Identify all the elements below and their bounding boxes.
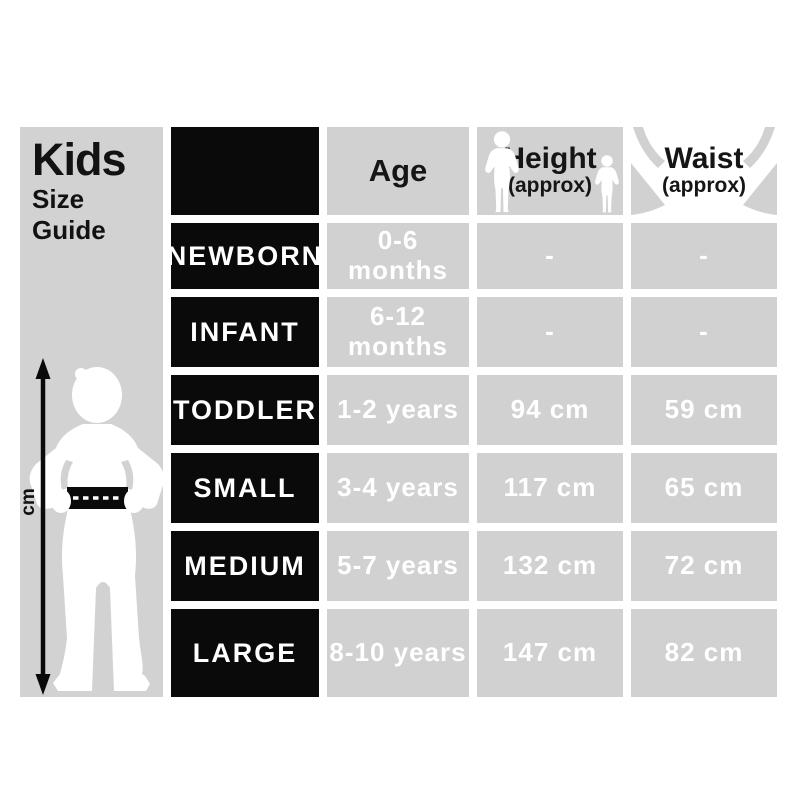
waist-tape-band bbox=[67, 487, 128, 509]
cm-label: cm bbox=[20, 488, 39, 515]
waist-closeup-icon bbox=[631, 127, 777, 215]
waist-cell-newborn: - bbox=[631, 223, 777, 289]
table-corner-cell bbox=[171, 127, 319, 215]
child-with-tape-measure-icon: cm bbox=[20, 358, 163, 695]
size-table: Age Height (approx) bbox=[167, 127, 777, 697]
size-label-small: SMALL bbox=[171, 453, 319, 523]
height-cell-medium: 132 cm bbox=[477, 531, 623, 601]
size-label-medium: MEDIUM bbox=[171, 531, 319, 601]
waist-header-sublabel: (approx) bbox=[662, 174, 746, 198]
waist-header-label: Waist bbox=[664, 142, 744, 176]
age-cell-medium: 5-7 years bbox=[327, 531, 469, 601]
height-header-label: Height bbox=[503, 142, 597, 176]
age-cell-large: 8-10 years bbox=[327, 609, 469, 697]
size-label-toddler: TODDLER bbox=[171, 375, 319, 445]
size-guide-content: Kids Size Guide bbox=[20, 127, 777, 697]
waist-cell-toddler: 59 cm bbox=[631, 375, 777, 445]
waist-cell-small: 65 cm bbox=[631, 453, 777, 523]
height-cell-toddler: 94 cm bbox=[477, 375, 623, 445]
column-header-age: Age bbox=[327, 127, 469, 215]
height-cell-small: 117 cm bbox=[477, 453, 623, 523]
height-header-text: Height (approx) bbox=[503, 142, 597, 198]
waist-cell-large: 82 cm bbox=[631, 609, 777, 697]
left-panel: Kids Size Guide bbox=[20, 127, 163, 697]
measure-arrow-icon bbox=[35, 358, 51, 695]
height-cell-large: 147 cm bbox=[477, 609, 623, 697]
age-cell-small: 3-4 years bbox=[327, 453, 469, 523]
size-label-infant: INFANT bbox=[171, 297, 319, 367]
height-cell-newborn: - bbox=[477, 223, 623, 289]
title-block: Kids Size Guide bbox=[20, 127, 163, 246]
standing-child-icon bbox=[485, 131, 519, 213]
waist-cell-infant: - bbox=[631, 297, 777, 367]
page-subtitle: Size Guide bbox=[32, 184, 106, 245]
size-label-newborn: NEWBORN bbox=[167, 223, 321, 289]
age-header-label: Age bbox=[368, 153, 428, 188]
age-cell-infant: 6-12 months bbox=[327, 297, 469, 367]
standing-child-small-icon bbox=[595, 155, 619, 213]
height-header-sublabel: (approx) bbox=[507, 174, 592, 198]
child-silhouette bbox=[29, 367, 163, 691]
column-header-waist: Waist (approx) bbox=[631, 127, 777, 215]
waist-header-text: Waist (approx) bbox=[662, 142, 746, 198]
column-header-height: Height (approx) bbox=[477, 127, 623, 215]
age-cell-newborn: 0-6 months bbox=[327, 223, 469, 289]
age-cell-toddler: 1-2 years bbox=[327, 375, 469, 445]
size-label-large: LARGE bbox=[171, 609, 319, 697]
page-title: Kids bbox=[32, 134, 127, 185]
waist-cell-medium: 72 cm bbox=[631, 531, 777, 601]
height-cell-infant: - bbox=[477, 297, 623, 367]
